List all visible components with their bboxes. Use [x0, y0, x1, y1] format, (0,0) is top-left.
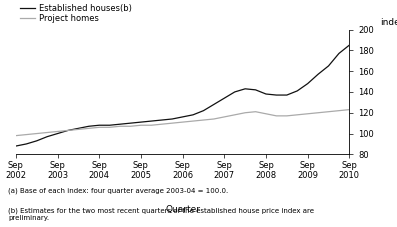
Established houses(b)	[191, 114, 195, 116]
Project homes	[159, 123, 164, 126]
Project homes	[97, 126, 102, 129]
Project homes	[45, 131, 50, 134]
Established houses(b)	[337, 52, 341, 55]
Established houses(b)	[222, 97, 227, 99]
Project homes	[212, 118, 216, 120]
Project homes	[191, 120, 195, 122]
Project homes	[139, 124, 143, 127]
Y-axis label: index: index	[380, 18, 397, 27]
Established houses(b)	[149, 120, 154, 122]
Project homes	[35, 132, 39, 135]
Established houses(b)	[97, 124, 102, 127]
Line: Established houses(b): Established houses(b)	[16, 45, 349, 146]
Established houses(b)	[76, 127, 81, 130]
Text: (b) Estimates for the two most recent quarters of the established house price in: (b) Estimates for the two most recent qu…	[8, 208, 314, 221]
Established houses(b)	[264, 93, 268, 95]
Project homes	[76, 128, 81, 131]
Project homes	[326, 110, 331, 113]
Project homes	[295, 114, 300, 116]
Project homes	[149, 124, 154, 127]
Established houses(b)	[326, 64, 331, 67]
Project homes	[180, 121, 185, 123]
Established houses(b)	[232, 91, 237, 93]
Project homes	[264, 112, 268, 115]
Established houses(b)	[347, 44, 352, 47]
Project homes	[305, 112, 310, 115]
Established houses(b)	[274, 94, 279, 96]
Established houses(b)	[243, 87, 248, 90]
Established houses(b)	[284, 94, 289, 96]
Project homes	[24, 133, 29, 136]
Established houses(b)	[159, 119, 164, 121]
Project homes	[66, 129, 70, 132]
Established houses(b)	[170, 118, 175, 120]
Project homes	[118, 125, 122, 128]
Established houses(b)	[13, 145, 18, 147]
Project homes	[253, 110, 258, 113]
Established houses(b)	[55, 132, 60, 135]
Project homes	[243, 111, 248, 114]
Project homes	[284, 114, 289, 117]
Established houses(b)	[35, 139, 39, 142]
Project homes	[222, 116, 227, 118]
Established houses(b)	[45, 135, 50, 138]
Established houses(b)	[212, 103, 216, 106]
Established houses(b)	[139, 121, 143, 123]
Line: Project homes: Project homes	[16, 110, 349, 136]
Project homes	[232, 114, 237, 116]
Project homes	[87, 127, 91, 130]
Established houses(b)	[107, 124, 112, 127]
Established houses(b)	[305, 82, 310, 85]
Project homes	[170, 122, 175, 124]
Project homes	[347, 108, 352, 111]
Legend: Established houses(b), Project homes: Established houses(b), Project homes	[20, 4, 132, 23]
Established houses(b)	[128, 122, 133, 124]
Established houses(b)	[87, 125, 91, 128]
Project homes	[107, 126, 112, 129]
Project homes	[316, 111, 320, 114]
X-axis label: Quarter: Quarter	[165, 205, 200, 214]
Established houses(b)	[295, 89, 300, 92]
Text: (a) Base of each index: four quarter average 2003-04 = 100.0.: (a) Base of each index: four quarter ave…	[8, 187, 228, 194]
Project homes	[201, 119, 206, 121]
Established houses(b)	[118, 123, 122, 126]
Established houses(b)	[253, 89, 258, 91]
Project homes	[337, 109, 341, 112]
Established houses(b)	[66, 129, 70, 132]
Established houses(b)	[24, 143, 29, 145]
Established houses(b)	[180, 116, 185, 118]
Project homes	[128, 125, 133, 128]
Project homes	[13, 134, 18, 137]
Established houses(b)	[201, 109, 206, 112]
Project homes	[55, 130, 60, 133]
Project homes	[274, 114, 279, 117]
Established houses(b)	[316, 73, 320, 76]
